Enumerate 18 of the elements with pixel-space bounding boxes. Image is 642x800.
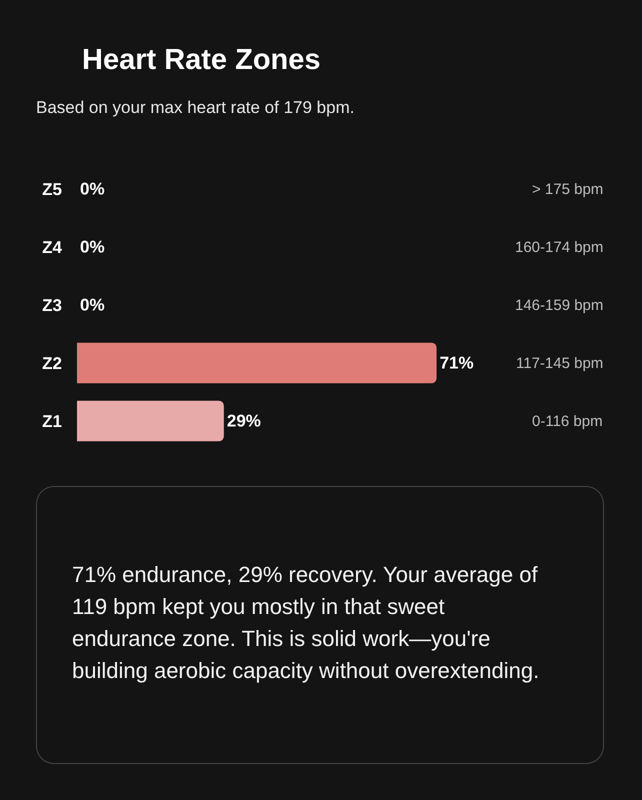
chart-title: Heart Rate Zones — [82, 44, 321, 77]
y-tick-label: Z1 — [42, 412, 62, 431]
text: > 175 bpm — [532, 181, 604, 198]
y-tick-label: Z4 — [42, 238, 63, 257]
data-label: 0% — [80, 238, 105, 256]
text: 71% endurance, 29% recovery. Your average of 119 bpm kept you mostly in that sweet endurance zone. This is solid work—you're building aerobic capacity without overextending. — [36, 486, 604, 764]
y-tick-label: Z2 — [42, 354, 62, 373]
data-label: 71% — [440, 354, 474, 372]
y-tick-label: Z3 — [42, 296, 62, 315]
text: 0-116 bpm — [532, 413, 603, 430]
text: 160-174 bpm — [515, 239, 604, 256]
text: 117-145 bpm — [516, 355, 604, 372]
data-label: 29% — [226, 412, 261, 430]
y-tick-label: Z5 — [42, 180, 62, 199]
data-label: 0% — [80, 180, 105, 198]
text: 146-159 bpm — [515, 297, 604, 314]
chart-subtitle: Based on your max heart rate of 179 bpm. — [36, 98, 354, 118]
data-label: 0% — [80, 296, 105, 314]
